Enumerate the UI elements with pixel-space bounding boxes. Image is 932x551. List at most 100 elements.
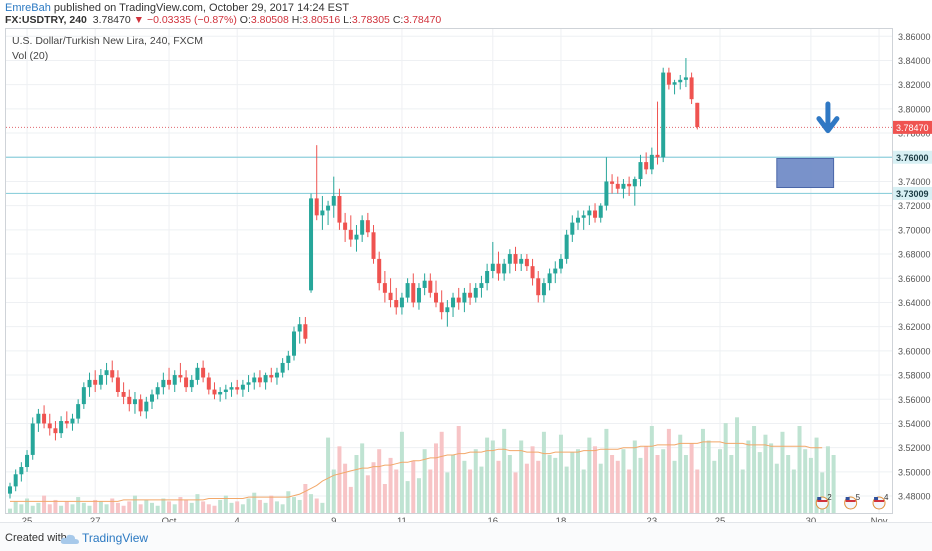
candle-body: [428, 280, 433, 293]
candle-body: [263, 375, 268, 383]
candle-body: [235, 387, 240, 390]
high-label: H:: [291, 14, 303, 26]
volume-bar: [184, 499, 189, 513]
volume-bar: [405, 481, 410, 513]
volume-bar: [223, 495, 228, 513]
volume-bar: [723, 423, 728, 513]
volume-bar: [314, 498, 319, 513]
volume-bar: [479, 466, 484, 513]
volume-bar: [212, 505, 217, 513]
candle-body: [411, 283, 416, 303]
tradingview-brand-link[interactable]: TradingView: [82, 531, 149, 545]
chart-frame[interactable]: [5, 28, 893, 514]
tradingview-cloud-icon: [60, 534, 79, 544]
volume-bar: [309, 494, 314, 513]
volume-bar: [485, 437, 490, 513]
legend-volume: Vol (20): [12, 50, 49, 62]
candle-body: [593, 210, 598, 218]
author-link[interactable]: EmreBah: [5, 2, 51, 14]
x-tick-label: 25: [22, 516, 33, 522]
candle-body: [683, 77, 688, 80]
x-tick-label: 18: [556, 516, 567, 522]
volume-bar: [218, 499, 223, 513]
volume-bar: [30, 505, 35, 513]
candle-body: [615, 183, 620, 189]
high-value: 3.80516: [302, 14, 341, 26]
candle-body: [666, 72, 671, 85]
volume-bar: [93, 499, 98, 513]
volume-bar: [678, 434, 683, 513]
candle-body: [570, 222, 575, 235]
volume-bar: [121, 505, 126, 513]
volume-bar: [354, 455, 359, 513]
volume-bar: [201, 501, 206, 513]
volume-bar: [712, 460, 717, 513]
candle-body: [632, 179, 637, 187]
candle-body: [93, 379, 98, 385]
volume-bar: [303, 484, 308, 513]
y-tick-label: 3.80000: [898, 104, 931, 114]
volume-bar: [615, 460, 620, 513]
volume-bar: [138, 504, 143, 513]
volume-bar: [297, 499, 302, 513]
volume-bar: [706, 440, 711, 513]
x-tick-label: 30: [806, 516, 817, 522]
candle-body: [150, 394, 154, 402]
candle-body: [127, 396, 132, 405]
candle-body: [138, 399, 143, 412]
volume-bar: [786, 455, 791, 513]
candle-body: [485, 271, 490, 284]
y-tick-label: 3.74000: [898, 177, 931, 187]
volume-bar: [331, 469, 336, 513]
volume-bar: [42, 495, 47, 513]
volume-bar: [451, 455, 456, 513]
candle-body: [348, 229, 353, 240]
low-label: L:: [343, 14, 352, 26]
candle-body: [649, 154, 654, 170]
volume-bar: [655, 455, 660, 513]
volume-bar: [558, 434, 563, 513]
candle-body: [30, 423, 35, 455]
volume-bar: [564, 466, 569, 513]
volume-bar: [672, 460, 677, 513]
candle-body: [104, 370, 109, 376]
volume-bar: [434, 443, 438, 513]
candle-body: [64, 421, 69, 424]
volume-bar: [513, 472, 518, 513]
candle-body: [70, 418, 75, 424]
volume-bar: [377, 449, 382, 513]
candle-body: [257, 377, 262, 383]
event-count-label: 2: [827, 493, 832, 502]
volume-bar: [683, 455, 688, 513]
volume-bar: [257, 499, 262, 513]
candle-body: [184, 377, 189, 388]
candle-body: [189, 379, 194, 388]
y-tick-label: 3.68000: [898, 250, 931, 260]
candle-body: [541, 283, 546, 296]
price-axis-tag: [893, 150, 932, 164]
volume-bar: [320, 502, 325, 513]
y-tick-label: 3.82000: [898, 80, 931, 90]
volume-bar: [541, 431, 546, 513]
y-tick-label: 3.62000: [898, 322, 931, 332]
candle-body: [59, 421, 64, 434]
candle-body: [627, 183, 632, 187]
candle-body: [178, 375, 183, 378]
candle-body: [371, 232, 376, 259]
volume-bar: [587, 437, 592, 513]
candle-body: [473, 287, 478, 298]
us-flag-icon: [845, 500, 856, 502]
volume-bar: [98, 501, 103, 513]
price-chart[interactable]: 3.860003.840003.820003.800003.780003.760…: [0, 0, 932, 522]
candle-body: [206, 377, 211, 390]
open-value: 3.80508: [250, 14, 289, 26]
volume-bar: [462, 460, 467, 513]
volume-bar: [581, 469, 586, 513]
volume-bar: [644, 446, 649, 513]
candle-body: [36, 413, 41, 424]
candle-body: [132, 399, 137, 405]
candle-body: [274, 372, 279, 378]
volume-bar: [422, 449, 427, 513]
candle-body: [360, 220, 365, 235]
us-flag-icon: [874, 500, 885, 502]
